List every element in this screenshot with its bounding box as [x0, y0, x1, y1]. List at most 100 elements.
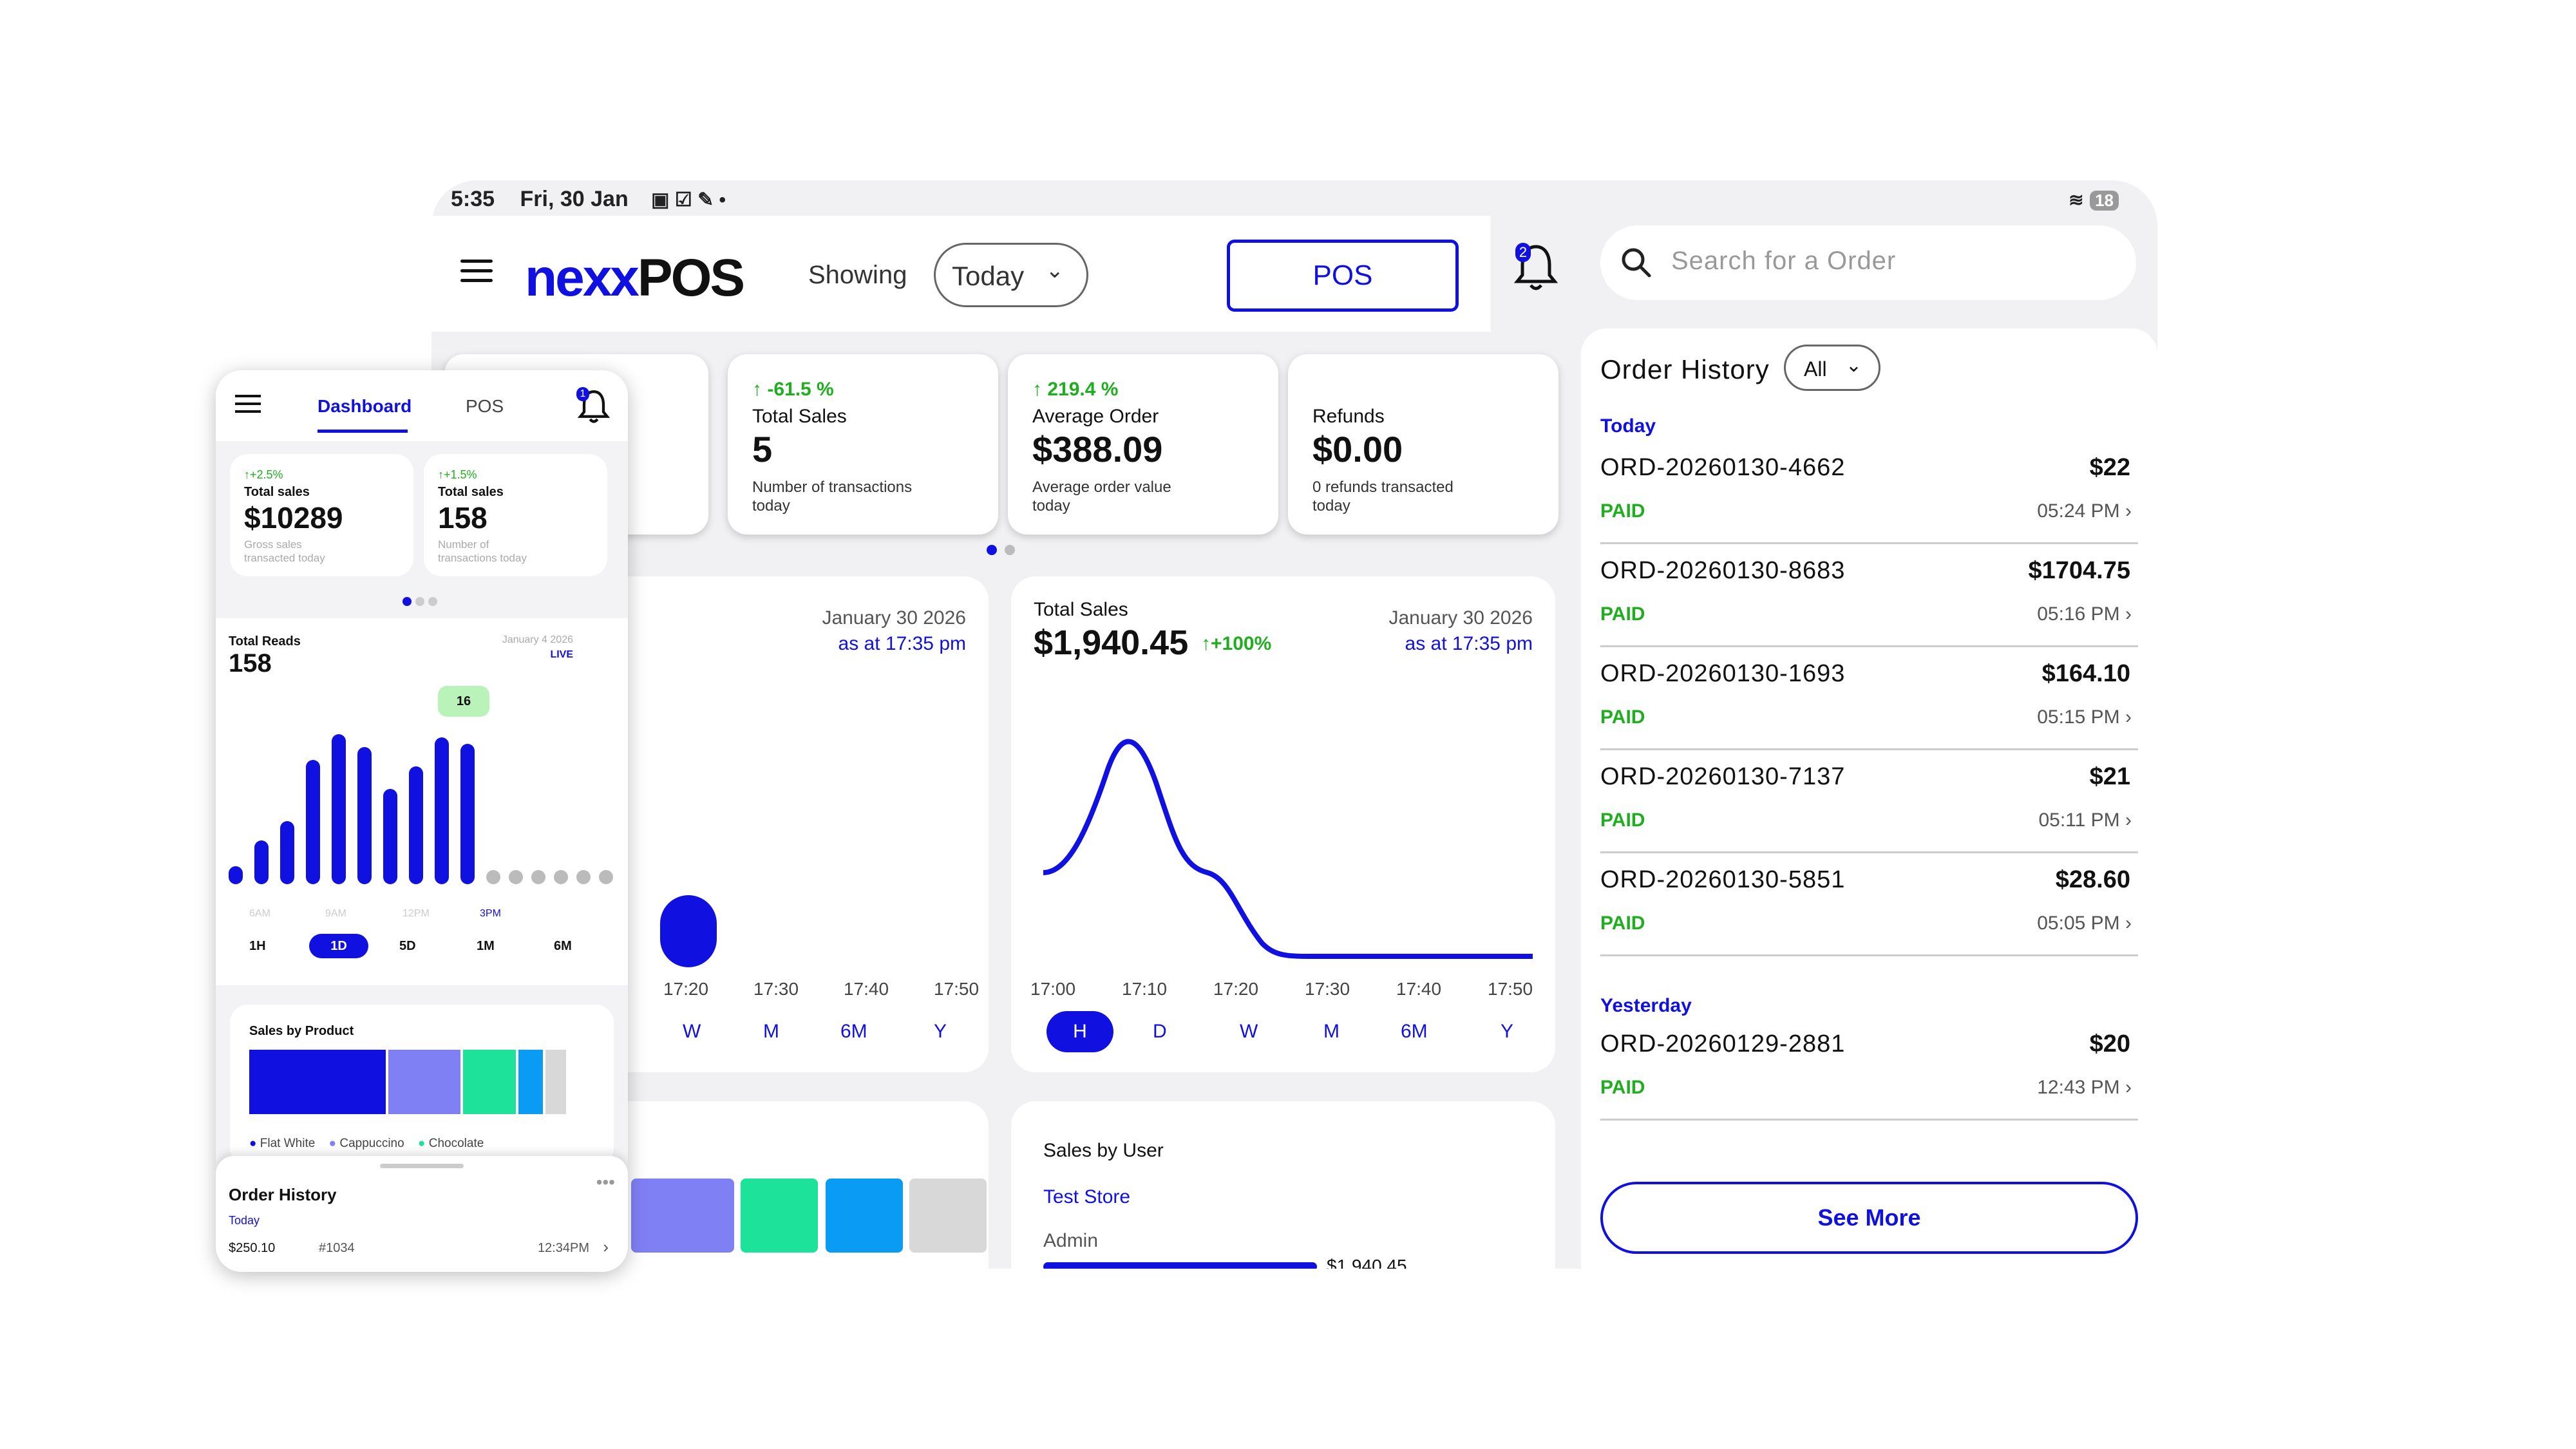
product-block — [909, 1179, 987, 1253]
order-list-yesterday: ORD-20260129-2881 $20 PAID 12:43 PM › — [1600, 1018, 2138, 1127]
kpi-change: ↑ 219.4 % — [1032, 379, 1119, 400]
order-amount: $21 — [2089, 763, 2130, 790]
order-status: PAID — [1600, 810, 1645, 831]
reads-bar — [435, 737, 449, 884]
chevron-right-icon: › — [2125, 810, 2132, 831]
tablet-frame: 5:35 Fri, 30 Jan ▣ ☑ ✎ • ≋ 18 nexxPOS Sh… — [431, 180, 2157, 1269]
x-tick: 3PM — [480, 908, 501, 919]
phone-menu-icon[interactable] — [235, 395, 261, 413]
x-tick: 17:20 — [1213, 979, 1259, 999]
x-tick: 17:30 — [1305, 979, 1350, 999]
order-amount: $164.10 — [2041, 660, 2130, 687]
section-yesterday: Yesterday — [1600, 995, 1692, 1016]
order-id: ORD-20260130-1693 — [1600, 660, 1846, 687]
kpi-title: Total Sales — [752, 406, 847, 427]
order-time: 05:16 PM › — [2037, 603, 2132, 625]
range-tab-6m[interactable]: 6M — [554, 939, 572, 953]
range-tab-y[interactable]: Y — [1501, 1021, 1514, 1042]
chart-date: January 30 2026 — [1388, 607, 1533, 629]
order-row[interactable]: ORD-20260130-1693 $164.10 PAID 05:15 PM … — [1600, 647, 2138, 750]
phone-tab-dashboard[interactable]: Dashboard — [317, 396, 412, 416]
order-row[interactable]: ORD-20260130-4662 $22 PAID 05:24 PM › — [1600, 441, 2138, 544]
x-tick: 17:00 — [1030, 979, 1076, 999]
phone-frame: Dashboard POS 1 ↑+2.5% Total sales $1028… — [216, 370, 628, 1272]
phone-carousel-dot[interactable] — [415, 597, 424, 606]
sales-line — [1043, 739, 1533, 959]
period-select[interactable]: Today ⌄ — [934, 243, 1088, 307]
kpi-card-total-sales: ↑ -61.5 % Total Sales 5 Number of transa… — [728, 354, 998, 535]
reads-bar — [280, 821, 294, 884]
user-sales-value: $1,940.45 — [1327, 1256, 1407, 1269]
range-tab-m[interactable]: M — [763, 1021, 779, 1042]
menu-icon[interactable] — [460, 260, 493, 283]
kpi-change: ↑+2.5% — [244, 468, 283, 481]
filter-value: All — [1804, 357, 1827, 381]
order-row[interactable]: ORD-20260130-5851 $28.60 PAID 05:05 PM › — [1600, 853, 2138, 956]
range-tab-d[interactable]: D — [1153, 1021, 1167, 1042]
total-sales-chart-card: Total Sales $1,940.45 ↑+100% January 30 … — [1011, 576, 1555, 1072]
product-block — [631, 1179, 734, 1253]
order-time: 05:11 PM › — [2038, 810, 2132, 831]
sheet-handle[interactable] — [380, 1164, 464, 1168]
kpi-value: $388.09 — [1032, 429, 1163, 469]
order-row[interactable]: ORD-20260130-8683 $1704.75 PAID 05:16 PM… — [1600, 544, 2138, 647]
order-row[interactable]: ORD-20260129-2881 $20 PAID 12:43 PM › — [1600, 1018, 2138, 1121]
range-tab-w[interactable]: W — [683, 1021, 701, 1042]
order-time: 05:05 PM › — [2037, 913, 2132, 934]
product-segment — [518, 1050, 543, 1114]
chart-bar — [660, 895, 717, 967]
range-tab-1h[interactable]: 1H — [249, 939, 266, 953]
range-tab-m[interactable]: M — [1323, 1021, 1340, 1042]
product-segment — [545, 1050, 566, 1114]
see-more-button[interactable]: See More — [1600, 1182, 2138, 1254]
order-row[interactable]: ORD-20260130-7137 $21 PAID 05:11 PM › — [1600, 750, 2138, 853]
search-input[interactable]: Search for a Order — [1671, 247, 1897, 275]
range-tab-5d[interactable]: 5D — [399, 939, 416, 953]
range-tab-6m[interactable]: 6M — [1401, 1021, 1428, 1042]
range-tab-y[interactable]: Y — [934, 1021, 947, 1042]
range-tab-1d[interactable]: 1D — [309, 934, 368, 958]
bell-badge: 2 — [1515, 243, 1531, 262]
carousel-dot[interactable] — [1005, 545, 1015, 555]
chart-as-at: as at 17:35 pm — [838, 633, 966, 654]
chevron-right-icon: › — [2125, 913, 2132, 934]
pos-button[interactable]: POS — [1227, 240, 1459, 312]
phone-carousel-dot[interactable] — [428, 597, 437, 606]
x-tick: 17:40 — [844, 979, 889, 999]
carousel-dot-active[interactable] — [987, 545, 997, 555]
order-status: PAID — [1600, 603, 1645, 625]
status-date: Fri, 30 Jan — [520, 187, 629, 211]
live-badge: LIVE — [550, 649, 573, 660]
range-tab-w[interactable]: W — [1240, 1021, 1258, 1042]
phone-carousel-dot-active[interactable] — [402, 597, 412, 606]
showing-label: Showing — [808, 261, 907, 289]
phone-tab-pos[interactable]: POS — [466, 396, 504, 416]
sheet-title: Order History — [229, 1185, 337, 1204]
kpi-title: Total sales — [244, 485, 310, 499]
more-icon[interactable]: ••• — [596, 1172, 615, 1192]
chevron-right-icon[interactable]: › — [603, 1237, 609, 1256]
product-block — [826, 1179, 903, 1253]
range-tab-1m[interactable]: 1M — [477, 939, 495, 953]
kpi-change: ↑+1.5% — [438, 468, 477, 481]
product-segment — [249, 1050, 386, 1114]
x-tick: 17:50 — [934, 979, 980, 999]
order-number: #1034 — [319, 1241, 355, 1255]
active-tab-indicator — [317, 430, 408, 433]
range-tab-h[interactable]: H — [1046, 1011, 1113, 1052]
order-filter-select[interactable]: All ⌄ — [1784, 345, 1880, 391]
chevron-right-icon: › — [2125, 706, 2132, 728]
phone-kpi-card: ↑+1.5% Total sales 158 Number of transac… — [424, 454, 607, 576]
search-icon — [1622, 248, 1651, 278]
order-search[interactable]: Search for a Order — [1600, 225, 2136, 300]
range-tab-6m[interactable]: 6M — [840, 1021, 867, 1042]
x-tick: 12PM — [402, 908, 430, 919]
order-status: PAID — [1600, 913, 1645, 934]
reads-bar-chart — [229, 734, 613, 884]
kpi-title: Refunds — [1312, 406, 1385, 427]
order-amount: $250.10 — [229, 1241, 276, 1255]
order-time: 05:24 PM › — [2037, 500, 2132, 522]
product-legend: ● Flat White ● Cappuccino ● Chocolate — [249, 1137, 484, 1150]
chevron-down-icon: ⌄ — [1045, 258, 1065, 283]
chevron-down-icon: ⌄ — [1845, 355, 1862, 376]
